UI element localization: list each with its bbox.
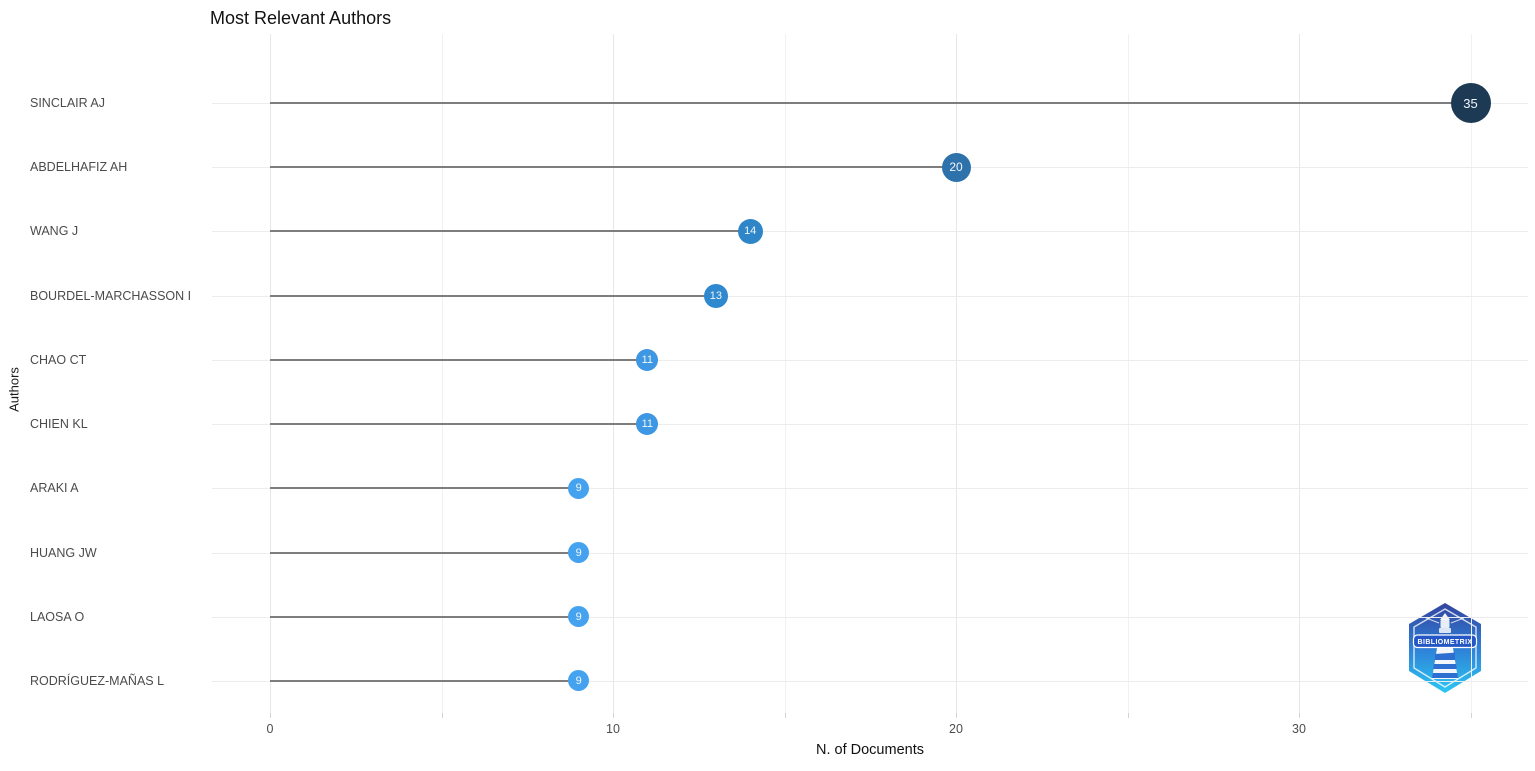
logo-banner-text: BIBLIOMETRIX xyxy=(1418,639,1473,646)
row-gridline xyxy=(212,424,1528,426)
logo-banner: BIBLIOMETRIX xyxy=(1412,634,1478,649)
x-axis-title: N. of Documents xyxy=(816,742,924,758)
lollipop-stem xyxy=(270,166,956,169)
minor-gridline xyxy=(441,34,443,713)
lollipop-stem xyxy=(270,679,579,682)
bibliometrix-logo: BIBLIOMETRIX xyxy=(1409,603,1481,693)
x-axis-tick xyxy=(1127,713,1129,718)
row-gridline xyxy=(212,616,1528,618)
x-axis-tick xyxy=(613,713,614,718)
x-axis-tick xyxy=(784,713,786,718)
logo-lighthouse-tower xyxy=(1432,648,1458,679)
row-gridline xyxy=(212,488,1528,490)
row-gridline xyxy=(212,359,1528,361)
value-bubble: 9 xyxy=(568,477,590,499)
y-axis-title: Authors xyxy=(6,367,22,412)
lollipop-stem xyxy=(270,102,1471,104)
author-label: ABDELHAFIZ AH xyxy=(30,160,128,175)
value-bubble: 9 xyxy=(568,670,590,692)
author-label: HUANG JW xyxy=(30,545,97,560)
value-bubble: 9 xyxy=(568,542,590,564)
x-tick-label: 20 xyxy=(949,722,963,736)
author-label: RODRÍGUEZ-MAÑAS L xyxy=(30,673,165,688)
lollipop-stem xyxy=(270,487,579,490)
major-gridline xyxy=(1299,34,1300,713)
minor-gridline xyxy=(1127,34,1129,713)
x-axis-tick xyxy=(956,713,957,718)
lollipop-stem xyxy=(270,358,648,361)
x-tick-label: 0 xyxy=(266,722,274,736)
author-label: ARAKI A xyxy=(30,481,79,496)
minor-gridline xyxy=(1470,34,1472,713)
x-axis-tick xyxy=(270,713,271,718)
lollipop-stem xyxy=(270,551,579,554)
value-bubble: 11 xyxy=(636,413,659,436)
value-bubble: 11 xyxy=(636,348,659,371)
value-bubble: 35 xyxy=(1450,83,1491,123)
row-gridline xyxy=(212,231,1528,233)
x-tick-label: 30 xyxy=(1292,722,1306,736)
lollipop-stem xyxy=(270,423,648,426)
row-gridline xyxy=(212,295,1528,297)
author-label: BOURDEL-MARCHASSON I xyxy=(30,288,192,303)
logo-inner-border xyxy=(1413,608,1477,688)
value-bubble: 20 xyxy=(941,152,971,182)
logo-lighthouse-top xyxy=(1439,613,1451,633)
row-gridline xyxy=(212,680,1528,682)
author-label: SINCLAIR AJ xyxy=(30,96,106,110)
lollipop-stem xyxy=(270,615,579,618)
x-axis-tick xyxy=(441,713,443,718)
author-label: CHIEN KL xyxy=(30,417,88,432)
x-tick-label: 10 xyxy=(606,722,620,736)
minor-gridline xyxy=(784,34,786,713)
row-gridline xyxy=(212,552,1528,554)
author-label: WANG J xyxy=(30,224,79,239)
lollipop-stem xyxy=(270,230,751,233)
value-bubble: 9 xyxy=(568,606,590,628)
logo-lighthouse-beams xyxy=(1425,617,1465,624)
author-label: CHAO CT xyxy=(30,352,87,367)
value-bubble: 13 xyxy=(703,283,728,308)
x-axis-tick xyxy=(1470,713,1472,718)
author-label: LAOSA O xyxy=(30,609,85,624)
major-gridline xyxy=(956,34,957,713)
chart-title: Most Relevant Authors xyxy=(210,8,392,28)
value-bubble: 14 xyxy=(737,218,763,244)
lollipop-stem xyxy=(270,294,716,297)
major-gridline xyxy=(270,34,271,713)
major-gridline xyxy=(613,34,614,713)
x-axis-tick xyxy=(1299,713,1300,718)
